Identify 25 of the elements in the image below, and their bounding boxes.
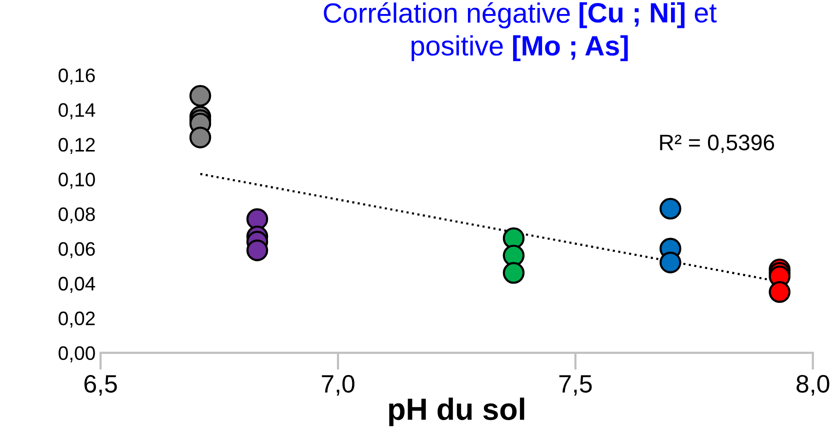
point xyxy=(246,239,268,262)
chart-title: Corrélation négative [Cu ; Ni] et positive [Mo ; As] xyxy=(324,2,717,62)
y-tick-label: 0,16 xyxy=(58,68,95,85)
point xyxy=(502,262,525,284)
x-tick-label: 6,5 xyxy=(84,374,117,396)
x-tick-label: 7,0 xyxy=(322,374,354,396)
point xyxy=(502,244,525,266)
y-tick-label: 0,12 xyxy=(58,138,95,154)
point xyxy=(768,281,790,303)
y-tick-label: 0,10 xyxy=(58,172,95,189)
point xyxy=(660,252,682,274)
point xyxy=(189,126,212,148)
y-tick-label: 0,02 xyxy=(58,312,95,328)
annotation: R² = 0,5396 xyxy=(660,134,774,154)
y-tick-label: 0,08 xyxy=(58,207,95,224)
y-tick-label: 0,06 xyxy=(58,242,95,258)
x-tick-label: 7,5 xyxy=(559,375,592,396)
point xyxy=(660,198,682,220)
x-axis-title: pH du sol xyxy=(389,398,524,426)
x-tick-label: 8,0 xyxy=(796,374,830,396)
point xyxy=(246,208,268,230)
y-tick-label: 0,04 xyxy=(58,276,96,293)
y-tick-label: 0,14 xyxy=(58,103,96,120)
y-tick-label: 0,00 xyxy=(58,346,95,362)
point xyxy=(189,84,212,107)
